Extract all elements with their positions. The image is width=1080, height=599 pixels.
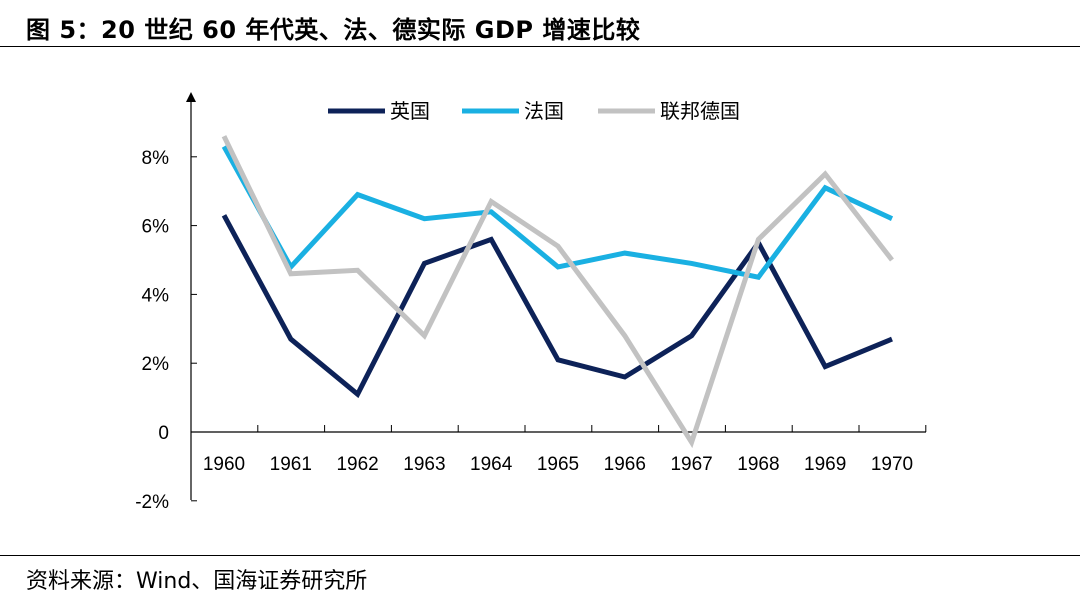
y-tick-label: 4% (142, 285, 170, 306)
y-axis-arrow (186, 92, 196, 102)
x-tick-label: 1963 (403, 454, 445, 475)
legend-label-3: 联邦德国 (660, 99, 740, 123)
series-line-2 (221, 145, 894, 280)
x-tick-label: 1964 (470, 454, 513, 475)
y-tick-label: 0 (158, 423, 169, 444)
series-line-3 (221, 135, 894, 449)
source-note: 资料来源：Wind、国海证券研究所 (26, 569, 368, 594)
figure-title: 图 5：20 世纪 60 年代英、法、德实际 GDP 增速比较 (26, 16, 641, 44)
x-tick-label: 1965 (537, 454, 579, 475)
x-tick-label: 1967 (670, 454, 712, 475)
y-tick-label: 2% (142, 354, 170, 375)
legend-label-2: 法国 (524, 99, 564, 123)
line-chart: -2% 0 2% 4% 6% 8% 1960 1961 1962 1963 1964 1965 1966… (135, 92, 927, 513)
x-tick-label: 1960 (203, 454, 245, 475)
legend-label-1: 英国 (390, 99, 430, 123)
source-divider (0, 555, 1080, 556)
series-line-1 (221, 214, 893, 399)
x-tick-label: 1962 (336, 454, 378, 475)
x-tick-label: 1970 (871, 454, 913, 475)
y-tick-label: 8% (142, 148, 170, 169)
y-tick-label: 6% (142, 217, 170, 238)
x-tick-label: 1966 (604, 454, 646, 475)
y-tick-label: -2% (135, 492, 169, 513)
x-tick-label: 1968 (737, 454, 779, 475)
x-tick-label: 1969 (804, 454, 846, 475)
x-tick-label: 1961 (270, 454, 312, 475)
title-divider (0, 46, 1080, 47)
